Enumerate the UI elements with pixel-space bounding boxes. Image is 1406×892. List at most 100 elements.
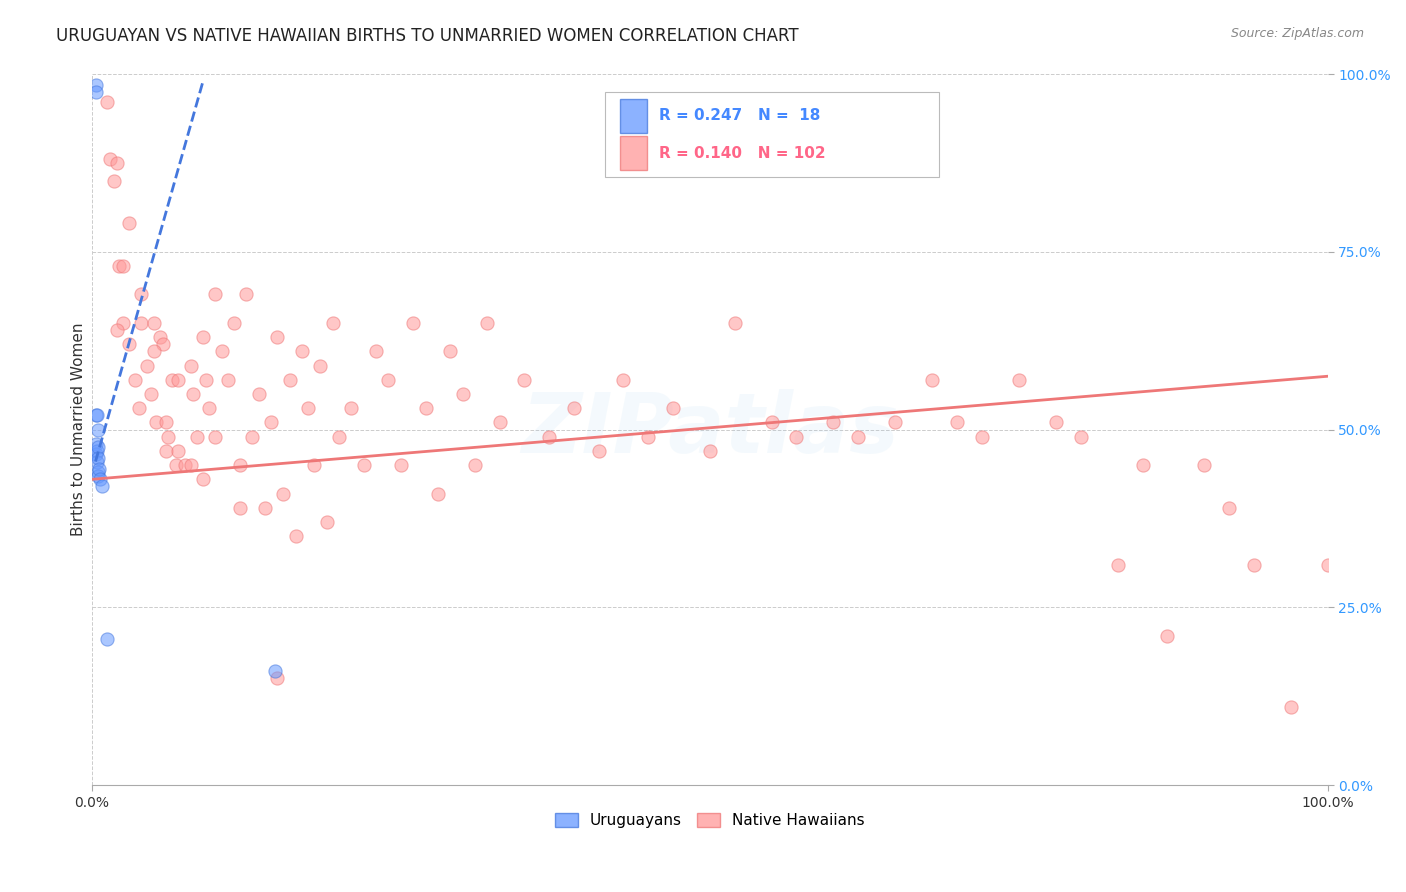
Point [87,450,110,465]
Point [198,401,221,416]
Point [204,430,226,444]
Point [180,359,202,373]
Point [142,344,165,359]
Point [84,437,107,451]
Legend: Uruguayans, Native Hawaiians: Uruguayans, Native Hawaiians [548,807,872,834]
Text: URUGUAYAN VS NATIVE HAWAIIAN BIRTHS TO UNMARRIED WOMEN CORRELATION CHART: URUGUAYAN VS NATIVE HAWAIIAN BIRTHS TO U… [56,27,799,45]
Point [377,373,399,387]
Point [723,316,745,330]
Point [89,472,111,486]
Point [105,156,128,170]
Point [96,632,118,647]
Point [315,515,337,529]
Point [1279,699,1302,714]
Point [173,458,195,472]
Point [477,316,499,330]
Point [96,95,118,110]
Point [309,359,332,373]
Point [142,316,165,330]
Point [247,387,270,401]
Point [129,316,152,330]
Point [340,401,363,416]
Point [1070,430,1092,444]
Point [129,287,152,301]
Point [86,443,108,458]
Point [98,153,121,167]
Point [884,416,907,430]
Point [86,409,108,423]
Point [588,443,610,458]
Point [823,416,845,430]
Point [451,387,474,401]
Point [488,416,510,430]
Point [662,401,685,416]
Point [846,430,869,444]
Point [155,416,177,430]
Point [1218,500,1240,515]
Point [291,344,314,359]
Point [118,216,141,230]
Point [167,373,190,387]
Point [103,174,125,188]
Point [253,500,276,515]
Point [124,373,146,387]
Point [87,440,110,454]
Point [111,316,134,330]
Text: R = 0.140   N = 102: R = 0.140 N = 102 [659,145,825,161]
Point [699,443,721,458]
Point [180,458,202,472]
Point [87,468,110,483]
Point [191,330,214,344]
Point [155,443,177,458]
Point [637,430,659,444]
Point [217,373,239,387]
Point [186,430,208,444]
Point [464,458,486,472]
Point [328,430,350,444]
Point [353,458,375,472]
Point [111,259,134,273]
Point [229,458,252,472]
Point [415,401,437,416]
Y-axis label: Births to Unmarried Women: Births to Unmarried Women [72,323,86,536]
Point [538,430,561,444]
FancyBboxPatch shape [605,92,939,178]
Point [389,458,412,472]
Text: R = 0.247   N =  18: R = 0.247 N = 18 [659,108,821,123]
Point [1132,458,1154,472]
Point [284,529,307,543]
Point [322,316,344,330]
Point [1243,558,1265,572]
Point [426,486,449,500]
Point [1008,373,1031,387]
Point [513,373,536,387]
Point [145,416,167,430]
Point [761,416,783,430]
Point [84,78,107,92]
Point [204,287,226,301]
Point [921,373,943,387]
Point [402,316,425,330]
Point [167,443,190,458]
Point [278,373,301,387]
Point [152,337,174,351]
Point [562,401,585,416]
Point [785,430,807,444]
Point [229,500,252,515]
Point [211,344,233,359]
Point [235,287,257,301]
FancyBboxPatch shape [620,136,647,170]
Point [165,458,187,472]
Point [612,373,634,387]
Text: Source: ZipAtlas.com: Source: ZipAtlas.com [1230,27,1364,40]
Point [297,401,319,416]
Point [194,373,217,387]
Point [266,672,288,686]
Point [84,409,107,423]
FancyBboxPatch shape [620,99,647,133]
Point [87,423,110,437]
Point [222,316,245,330]
Point [439,344,461,359]
Point [149,330,172,344]
Point [970,430,993,444]
